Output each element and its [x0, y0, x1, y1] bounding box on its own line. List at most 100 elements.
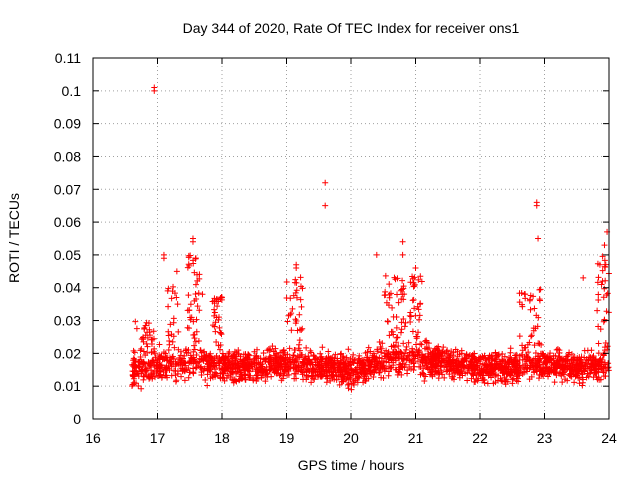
- data-point: [171, 290, 178, 297]
- data-point: [571, 369, 578, 376]
- data-point: [299, 285, 306, 292]
- data-point: [361, 362, 368, 369]
- data-point: [378, 349, 385, 356]
- data-point: [422, 345, 429, 352]
- data-point: [206, 352, 213, 359]
- data-point: [275, 359, 282, 366]
- data-point: [503, 365, 510, 372]
- data-point: [169, 338, 176, 345]
- data-point: [312, 361, 319, 368]
- data-point: [398, 296, 405, 303]
- data-point: [373, 251, 380, 258]
- data-point: [151, 87, 158, 94]
- data-point: [317, 350, 324, 357]
- x-tick-label: 24: [601, 430, 617, 446]
- data-point: [212, 328, 219, 335]
- data-point: [526, 356, 533, 363]
- data-point: [219, 350, 226, 357]
- data-point: [322, 202, 329, 209]
- data-point: [414, 358, 421, 365]
- data-point: [291, 279, 298, 286]
- data-point: [382, 288, 389, 295]
- data-point: [539, 350, 546, 357]
- data-point: [406, 312, 413, 319]
- data-point: [450, 349, 457, 356]
- y-tick-labels: 0 0.01 0.02 0.03 0.04 0.05 0.06 0.07 0.08 0.09 0.1…: [54, 50, 81, 427]
- data-point: [495, 377, 502, 384]
- data-point: [414, 303, 421, 310]
- data-point: [294, 327, 301, 334]
- data-point: [298, 303, 305, 310]
- data-point: [536, 286, 543, 293]
- data-point: [196, 307, 203, 314]
- data-point: [405, 339, 412, 346]
- data-point: [420, 370, 427, 377]
- data-point: [258, 374, 265, 381]
- data-point: [180, 359, 187, 366]
- data-point: [531, 342, 538, 349]
- data-point: [409, 275, 416, 282]
- data-point: [472, 378, 479, 385]
- data-point: [188, 314, 195, 321]
- data-point: [167, 321, 174, 328]
- data-point: [276, 353, 283, 360]
- data-point: [252, 360, 259, 367]
- data-point: [229, 354, 236, 361]
- data-point: [311, 356, 318, 363]
- data-point: [541, 370, 548, 377]
- data-point: [415, 306, 422, 313]
- data-point: [409, 328, 416, 335]
- data-point: [536, 296, 543, 303]
- data-point: [528, 333, 535, 340]
- data-point: [488, 352, 495, 359]
- data-point: [225, 350, 232, 357]
- data-point: [181, 367, 188, 374]
- data-point: [172, 362, 179, 369]
- data-point: [193, 316, 200, 323]
- data-point: [532, 325, 539, 332]
- data-point: [278, 377, 285, 384]
- data-point: [428, 366, 435, 373]
- data-point: [131, 379, 138, 386]
- data-point: [499, 350, 506, 357]
- data-point: [565, 352, 572, 359]
- data-point: [398, 363, 405, 370]
- data-point: [567, 363, 574, 370]
- data-point: [273, 355, 280, 362]
- data-point: [453, 366, 460, 373]
- data-point: [535, 340, 542, 347]
- data-point: [131, 356, 138, 363]
- data-point: [458, 347, 465, 354]
- data-point: [431, 362, 438, 369]
- data-point: [516, 290, 523, 297]
- data-point: [350, 351, 357, 358]
- data-point: [309, 365, 316, 372]
- data-point: [193, 296, 200, 303]
- data-point: [191, 269, 198, 276]
- data-point: [445, 363, 452, 370]
- data-point: [299, 360, 306, 367]
- data-point: [333, 373, 340, 380]
- data-point: [403, 346, 410, 353]
- data-point: [246, 374, 253, 381]
- data-point: [269, 343, 276, 350]
- y-tick-label: 0.02: [54, 345, 81, 361]
- data-point: [395, 351, 402, 358]
- data-point: [166, 358, 173, 365]
- data-point: [417, 371, 424, 378]
- data-point: [288, 327, 295, 334]
- data-point: [242, 351, 249, 358]
- data-point: [385, 302, 392, 309]
- data-point: [538, 367, 545, 374]
- data-point: [604, 343, 611, 350]
- y-axis-label: ROTI / TECUs: [6, 193, 22, 283]
- data-point: [365, 375, 372, 382]
- data-point: [214, 303, 221, 310]
- data-point: [229, 368, 236, 375]
- data-point: [516, 369, 523, 376]
- data-point: [599, 253, 606, 260]
- data-point: [136, 359, 143, 366]
- data-point: [544, 354, 551, 361]
- grid: [93, 58, 609, 419]
